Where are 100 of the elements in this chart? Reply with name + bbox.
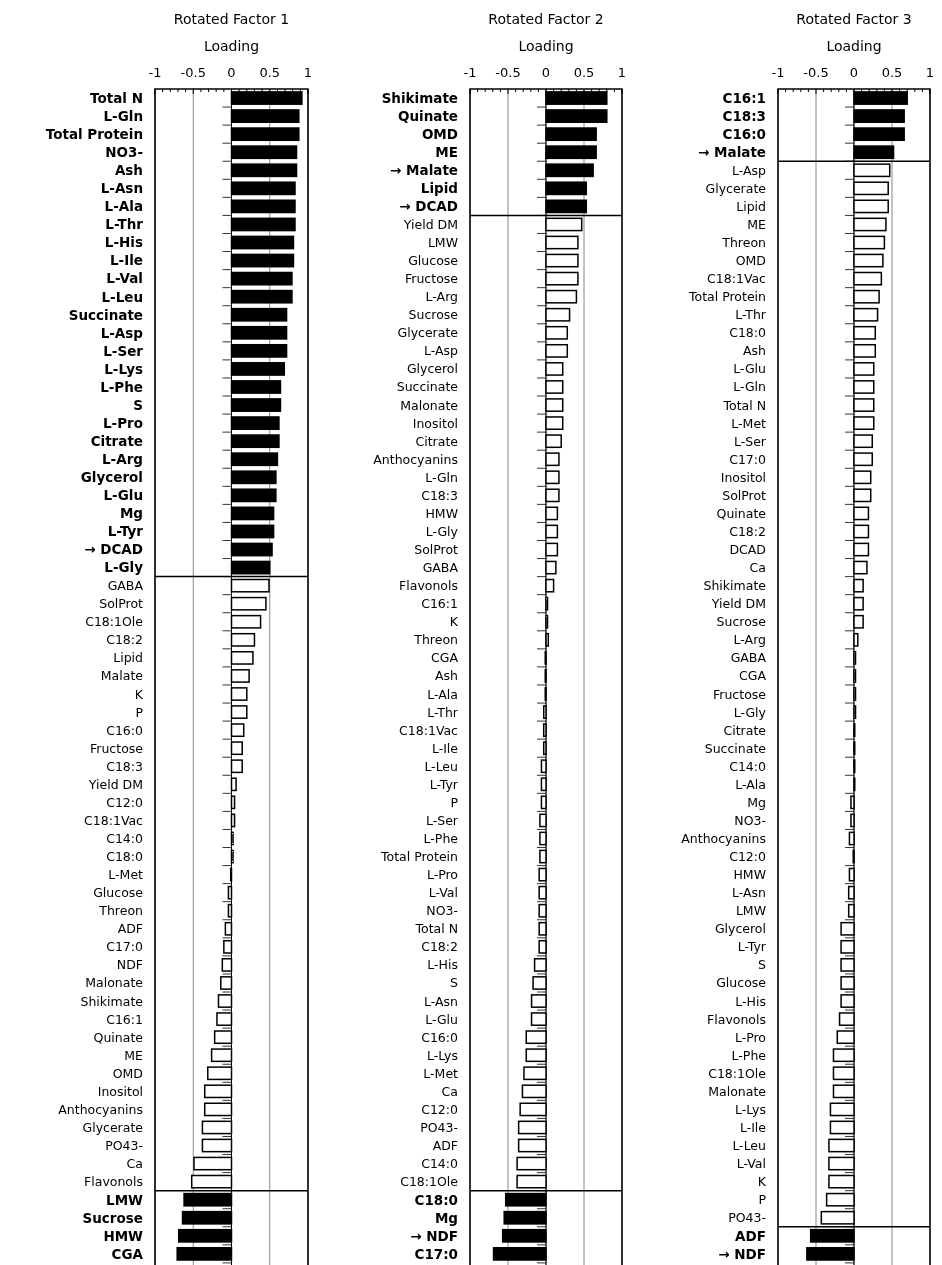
y-tick-label: ADF [117, 921, 143, 937]
y-tick-label: ADF [735, 1227, 766, 1244]
y-tick-label: Threon [98, 903, 143, 919]
y-tick-label: LMW [106, 1191, 144, 1208]
x-axis-title: Loading [203, 38, 260, 54]
y-tick-label: DCAD [729, 542, 766, 558]
y-tick-label: Inositol [412, 415, 458, 431]
y-tick-label: C18:1Vac [707, 271, 767, 287]
y-tick-label: Malonate [400, 397, 459, 413]
y-tick-label: SolProt [414, 542, 459, 558]
y-tick-label: K [757, 1174, 767, 1190]
y-tick-label: Total Protein [688, 289, 766, 305]
y-tick-label: → DCAD [399, 198, 458, 215]
y-tick-label: C12:0 [421, 1101, 459, 1117]
x-tick-label: 0 [849, 65, 859, 80]
y-tick-label: C18:1Ole [85, 614, 144, 630]
y-tick-label: PO43- [728, 1210, 766, 1226]
y-tick-label: Ash [114, 162, 143, 179]
y-tick-label: Total N [414, 921, 458, 937]
y-tick-label: L-Gly [733, 704, 767, 720]
y-tick-label: Anthocyanins [373, 451, 458, 467]
y-tick-label: L-Gly [104, 559, 144, 576]
y-tick-label: Glycerol [80, 469, 143, 486]
y-tick-label: Glycerate [397, 325, 459, 341]
y-tick-label: C18:3 [106, 758, 143, 774]
x-tick-label: -1 [771, 65, 785, 80]
y-tick-label: Yield DM [710, 596, 766, 612]
x-tick-label: 0 [541, 65, 551, 80]
y-tick-label: L-Phe [100, 378, 143, 395]
y-tick-label: C18:1Ole [400, 1174, 459, 1190]
y-tick-label: L-Arg [733, 632, 766, 648]
y-tick-label: L-Leu [101, 288, 143, 305]
y-tick-label: ADF [432, 1138, 458, 1154]
y-tick-label: OMD [112, 1065, 143, 1081]
y-tick-label: L-Phe [423, 830, 459, 846]
y-tick-label: Malonate [85, 975, 144, 991]
y-tick-label: Ash [743, 343, 766, 359]
y-tick-label: Flavonols [84, 1174, 143, 1190]
y-tick-label: L-Asn [732, 885, 766, 901]
y-tick-label: C16:1 [421, 596, 458, 612]
y-tick-label: S [450, 975, 459, 991]
y-tick-label: P [135, 704, 144, 720]
y-tick-label: C18:1Vac [84, 812, 144, 828]
y-tick-label: Mg [119, 505, 143, 522]
x-tick-label: 0.5 [881, 65, 903, 80]
y-tick-label: CGA [739, 668, 767, 684]
y-tick-label: Citrate [90, 433, 143, 450]
y-tick-label: Threon [721, 235, 766, 251]
y-tick-label: OMD [735, 253, 766, 269]
y-tick-label: Total N [90, 89, 143, 106]
y-tick-label: Yield DM [87, 776, 143, 792]
y-tick-label: LMW [735, 903, 766, 919]
y-tick-label: Glycerate [82, 1119, 144, 1135]
y-tick-label: L-Glu [733, 361, 766, 377]
y-tick-label: Total Protein [45, 126, 143, 143]
y-tick-label: L-Pro [102, 414, 143, 431]
y-tick-label: L-His [735, 993, 766, 1009]
y-tick-label: NDF [116, 957, 143, 973]
y-tick-label: Threon [413, 632, 458, 648]
y-tick-label: Quinate [93, 1029, 144, 1045]
y-tick-label: C18:3 [421, 487, 458, 503]
y-tick-label: C14:0 [729, 758, 767, 774]
y-tick-label: L-Val [428, 885, 458, 901]
chart-title: Rotated Factor 1 [173, 11, 290, 27]
y-tick-label: C16:0 [722, 126, 766, 143]
y-tick-label: L-Thr [105, 216, 144, 233]
y-tick-label: LMW [427, 235, 458, 251]
y-tick-label: SolProt [722, 487, 767, 503]
x-tick-label: 1 [925, 65, 935, 80]
chart-title: Rotated Factor 2 [488, 11, 604, 27]
y-tick-label: L-Met [731, 415, 767, 431]
y-tick-label: SolProt [99, 596, 144, 612]
y-tick-label: Succinate [704, 740, 767, 756]
y-tick-label: L-Ser [425, 812, 459, 828]
y-tick-label: Fructose [405, 271, 459, 287]
y-tick-label: L-Ala [735, 776, 766, 792]
y-tick-label: Quinate [716, 505, 767, 521]
y-tick-label: L-Gln [425, 469, 458, 485]
y-tick-label: L-Asp [424, 343, 459, 359]
y-tick-label: Glycerol [714, 921, 766, 937]
y-tick-label: C17:0 [414, 1245, 458, 1262]
y-tick-label: C18:0 [106, 849, 144, 865]
y-tick-label: L-Val [106, 270, 143, 287]
y-tick-label: K [134, 686, 144, 702]
y-tick-label: L-Lys [735, 1101, 766, 1117]
y-tick-label: Mg [434, 1209, 458, 1226]
x-tick-label: -0.5 [180, 65, 206, 80]
y-tick-label: Shikimate [80, 993, 144, 1009]
y-tick-label: L-Asp [100, 324, 144, 341]
y-tick-label: C18:1Ole [708, 1065, 767, 1081]
y-tick-label: C12:0 [106, 794, 144, 810]
y-tick-label: C17:0 [729, 451, 767, 467]
y-tick-label: Glucose [408, 253, 459, 269]
y-tick-label: S [133, 396, 143, 413]
y-tick-label: L-Tyr [107, 523, 144, 540]
y-tick-label: ME [747, 216, 767, 232]
y-tick-label: L-Gly [425, 523, 459, 539]
y-tick-label: L-Ser [733, 433, 767, 449]
y-tick-label: Anthocyanins [58, 1101, 143, 1117]
y-tick-label: NO3- [426, 903, 458, 919]
